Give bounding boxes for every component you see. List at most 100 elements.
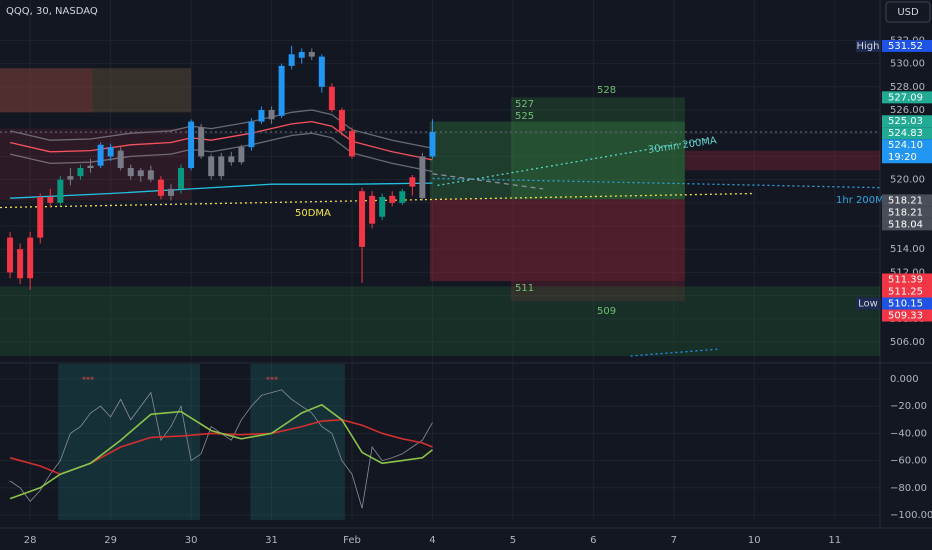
candle-body [7,237,14,273]
annotation: 528 [597,85,616,96]
candle-body [137,170,144,177]
annotation: 50DMA [295,208,331,219]
x-tick-label: 6 [590,535,596,546]
candle-body [218,156,225,177]
candle-body [198,127,205,157]
candle-body [308,51,315,57]
candle-body [228,156,235,163]
annotation: 1hr 200MA [836,195,891,206]
symbol-title: QQQ, 30, NASDAQ [6,6,98,17]
x-tick-label: 10 [748,535,761,546]
candle-body [409,177,416,187]
zone [0,286,880,356]
price-label: 531.52 [888,41,923,52]
currency[interactable]: USD [897,7,919,18]
price-label: 518.21 [888,207,923,218]
y-tick-label: 506.00 [890,337,925,348]
candle-body [208,156,215,177]
candle-body [157,179,164,196]
price-label: 527.09 [888,92,923,103]
candle-body [359,191,366,247]
zone [0,68,192,113]
grid [0,0,880,520]
price-label-box [882,273,932,286]
y-tick-label: −100.00 [890,510,932,521]
candle-body [268,109,275,120]
overlay-line [9,109,433,149]
price-label-box [882,309,932,322]
price-label-box [882,206,932,219]
candle-body [87,165,94,169]
overlay-line [9,120,433,161]
price-label-box [882,218,932,231]
x-tick-label: Feb [343,535,361,546]
candle-body [167,188,174,196]
candle-body [238,147,245,163]
candle-body [338,109,345,131]
x-tick-label: 11 [828,535,841,546]
candle-body [77,168,84,177]
candle-body [369,195,376,224]
candle-body [97,144,104,166]
price-label-box [882,91,932,104]
overlay-lines [0,109,881,509]
price-label-box [882,139,932,164]
candle-body [67,176,74,180]
candle-body [248,121,255,148]
price-label: 511.39 [888,275,923,286]
overlay-line [10,182,433,199]
y-tick-label: 528.00 [890,82,925,93]
price-label-box [882,297,932,310]
price-label: 525.03 [888,116,923,127]
price-label: 509.33 [888,311,923,322]
currency-button[interactable] [885,1,931,23]
y-tick-label: −20.00 [890,401,927,412]
price-label-box [882,39,932,52]
price-label-box [882,194,932,207]
price-tag: Low [858,299,878,310]
price-label: 510.15 [888,299,923,310]
x-tick-label: 30 [185,535,198,546]
price-countdown: 19:20 [888,152,917,163]
x-tick-label: 4 [429,535,435,546]
x-tick-label: 29 [104,535,117,546]
price-tag-box [856,297,881,310]
price-label: 518.21 [888,195,923,206]
candle-body [399,191,406,203]
candle-body [379,197,386,217]
y-tick-label: 520.00 [890,175,925,186]
candle-body [288,54,295,66]
zone [429,199,685,282]
candle-body [47,197,54,203]
y-tick-label: 514.00 [890,244,925,255]
candle-body [17,249,24,279]
candle-body [258,109,265,122]
y-tick-label: 512.00 [890,267,925,278]
candle-body [349,130,355,157]
candle-body [318,56,325,87]
price-label: 511.25 [888,287,923,298]
annotation: 509 [597,306,616,317]
signal-stars: *** [266,376,278,385]
signal-stars: *** [82,376,94,385]
y-tick-label: −80.00 [890,483,927,494]
price-label: 524.10 [888,140,923,151]
y-tick-label: −40.00 [890,428,927,439]
x-tick-label: 5 [510,535,516,546]
annotation: 525 [515,111,534,122]
zone [0,68,93,113]
candle-body [328,86,335,110]
price-label-box [882,115,932,128]
zones [0,68,880,520]
overlay-line [0,192,755,209]
annotation: 527 [515,99,534,110]
overlay-line [437,138,710,187]
price-tag-box [856,39,881,52]
zone [429,121,685,200]
y-tick-label: −60.00 [890,456,927,467]
zone [684,150,880,171]
candle-body [127,168,134,177]
overlay-line [9,132,433,173]
